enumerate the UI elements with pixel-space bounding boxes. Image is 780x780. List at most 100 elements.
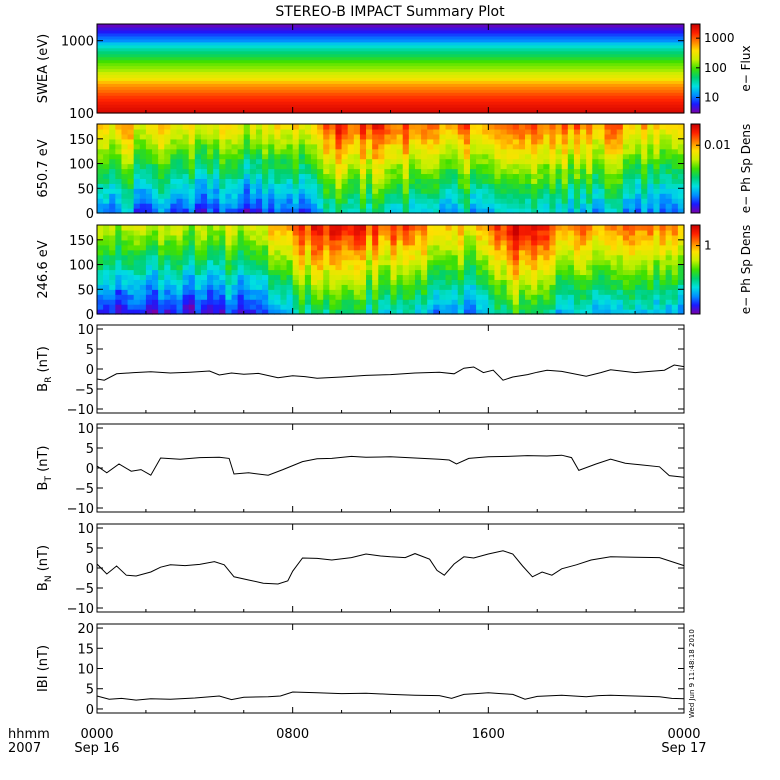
heatmap-cell bbox=[353, 183, 361, 189]
heatmap-cell bbox=[506, 178, 514, 184]
heatmap-cell bbox=[188, 274, 196, 280]
heatmap-cell bbox=[598, 299, 606, 305]
heatmap-cell bbox=[671, 208, 679, 214]
heatmap-cell bbox=[641, 249, 648, 256]
heatmap-cell bbox=[433, 208, 441, 214]
heatmap-cell bbox=[659, 183, 667, 189]
heatmap-cell bbox=[384, 264, 392, 271]
heatmap-cell bbox=[109, 138, 116, 145]
heatmap-cell bbox=[445, 225, 453, 231]
heatmap-cell bbox=[145, 148, 153, 155]
heatmap-cell bbox=[525, 279, 532, 285]
heatmap-cell bbox=[592, 254, 599, 261]
heatmap-cell bbox=[677, 309, 685, 315]
heatmap-cell bbox=[115, 128, 123, 135]
heatmap-cell bbox=[463, 208, 471, 214]
heatmap-cell bbox=[359, 143, 367, 150]
heatmap-cell bbox=[286, 148, 294, 155]
heatmap-cell bbox=[512, 203, 520, 209]
heatmap-cell bbox=[604, 225, 612, 231]
heatmap-cell bbox=[121, 198, 129, 204]
heatmap-cell bbox=[384, 173, 392, 179]
heatmap-cell bbox=[543, 143, 551, 150]
heatmap-cell bbox=[231, 244, 239, 251]
heatmap-cell bbox=[219, 128, 227, 135]
heatmap-cell bbox=[103, 138, 110, 145]
heatmap-cell bbox=[451, 289, 459, 295]
heatmap-cell bbox=[641, 304, 648, 310]
heatmap-cell bbox=[341, 168, 349, 175]
heatmap-cell bbox=[445, 304, 453, 310]
heatmap-cell bbox=[616, 198, 624, 204]
heatmap-cell bbox=[249, 299, 257, 305]
heatmap-cell bbox=[317, 163, 324, 170]
heatmap-cell bbox=[451, 158, 459, 165]
heatmap-cell bbox=[231, 304, 239, 310]
heatmap-cell bbox=[145, 264, 153, 271]
heatmap-cell bbox=[555, 274, 563, 280]
heatmap-cell bbox=[445, 163, 453, 170]
heatmap-cell bbox=[665, 225, 673, 231]
series-line bbox=[96, 454, 685, 478]
heatmap-cell bbox=[109, 274, 116, 280]
heatmap-cell bbox=[604, 203, 612, 209]
heatmap-cell bbox=[482, 163, 489, 170]
heatmap-cell bbox=[255, 249, 263, 256]
heatmap-cell bbox=[359, 163, 367, 170]
heatmap-cell bbox=[408, 264, 416, 271]
heatmap-cell bbox=[549, 138, 557, 145]
heatmap-cell bbox=[329, 225, 337, 231]
heatmap-cell bbox=[610, 208, 618, 214]
heatmap-cell bbox=[488, 279, 496, 285]
heatmap-cell bbox=[567, 188, 575, 194]
heatmap-cell bbox=[249, 254, 257, 261]
heatmap-cell bbox=[262, 133, 269, 140]
heatmap-cell bbox=[323, 279, 330, 285]
heatmap-cell bbox=[317, 173, 324, 179]
heatmap-cell bbox=[200, 239, 208, 246]
heatmap-cell bbox=[366, 269, 373, 276]
heatmap-cell bbox=[433, 158, 441, 165]
heatmap-cell bbox=[561, 168, 569, 175]
heatmap-cell bbox=[353, 304, 361, 310]
heatmap-cell bbox=[653, 274, 661, 280]
heatmap-cell bbox=[610, 299, 618, 305]
heatmap-cell bbox=[610, 284, 618, 290]
heatmap-cell bbox=[243, 193, 251, 199]
heatmap-cell bbox=[311, 309, 318, 315]
heatmap-cell bbox=[488, 274, 496, 280]
heatmap-cell bbox=[414, 259, 422, 266]
heatmap-cell bbox=[127, 284, 135, 290]
heatmap-cell bbox=[164, 284, 171, 290]
heatmap-cell bbox=[457, 284, 465, 290]
heatmap-cell bbox=[573, 133, 581, 140]
heatmap-cell bbox=[647, 168, 655, 175]
heatmap-cell bbox=[506, 279, 514, 285]
heatmap-cell bbox=[292, 225, 300, 231]
heatmap-cell bbox=[170, 198, 178, 204]
heatmap-cell bbox=[262, 124, 269, 130]
heatmap-cell bbox=[188, 124, 196, 130]
heatmap-cell bbox=[641, 188, 648, 194]
heatmap-cell bbox=[366, 158, 373, 165]
heatmap-cell bbox=[567, 304, 575, 310]
heatmap-cell bbox=[384, 188, 392, 194]
heatmap-cell bbox=[555, 279, 563, 285]
heatmap-cell bbox=[573, 309, 581, 315]
heatmap-cell bbox=[586, 264, 593, 271]
heatmap-cell bbox=[121, 284, 129, 290]
heatmap-cell bbox=[188, 168, 196, 175]
heatmap-cell bbox=[573, 289, 581, 295]
heatmap-cell bbox=[537, 128, 544, 135]
heatmap-cell bbox=[139, 304, 147, 310]
heatmap-cell bbox=[359, 304, 367, 310]
heatmap-cell bbox=[463, 138, 471, 145]
heatmap-cell bbox=[525, 183, 532, 189]
heatmap-cell bbox=[121, 188, 129, 194]
heatmap-cell bbox=[188, 138, 196, 145]
heatmap-cell bbox=[555, 208, 563, 214]
heatmap-cell bbox=[323, 299, 330, 305]
heatmap-cell bbox=[103, 188, 110, 194]
heatmap-cell bbox=[665, 158, 673, 165]
heatmap-cell bbox=[384, 239, 392, 246]
